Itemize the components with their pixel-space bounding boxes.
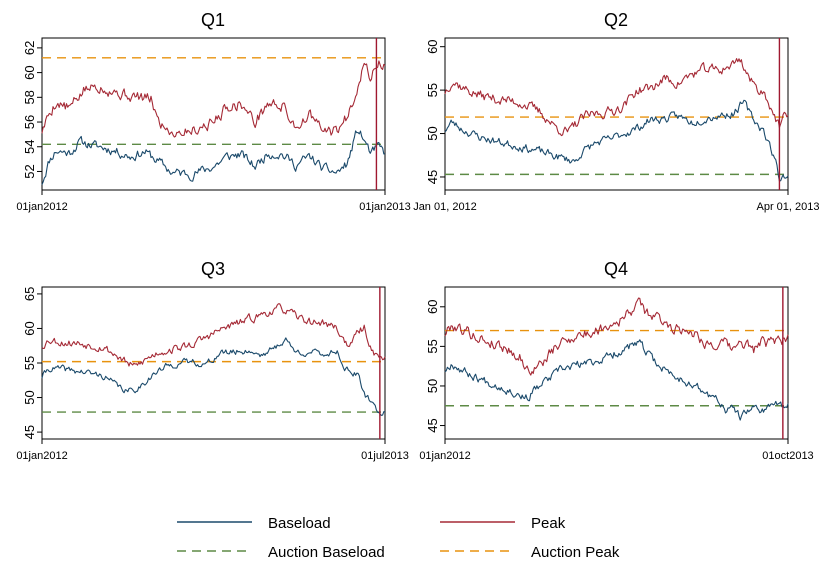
chart-panel-q2: Q2 45 50 55 60 Jan 01, 2012 Apr 01, 2013: [413, 10, 819, 213]
legend-label-auction-baseload: Auction Baseload: [268, 544, 385, 561]
y-tick-label: 45: [425, 418, 440, 432]
y-tick-label: 50: [425, 379, 440, 393]
panel-title: Q2: [604, 10, 628, 30]
y-tick-label: 60: [22, 321, 37, 335]
y-tick-label: 60: [425, 300, 440, 314]
y-tick-label: 45: [22, 425, 37, 439]
x-tick-label: 01jan2012: [419, 450, 470, 462]
chart-panel-q1: Q1 52 54 56 58 60 62 01jan2012 01jan2013: [16, 10, 410, 213]
series-line-peak: [41, 303, 386, 367]
panel-title: Q1: [201, 10, 225, 30]
y-tick-label: 55: [425, 339, 440, 353]
x-tick-label: 01jan2013: [359, 201, 410, 213]
y-tick-label: 60: [425, 39, 440, 53]
plot-area: 45 50 55 60 Jan 01, 2012 Apr 01, 2013: [413, 37, 820, 213]
y-tick-label: 54: [22, 140, 37, 154]
legend-label-auction-peak: Auction Peak: [531, 544, 620, 561]
y-tick-label: 55: [425, 83, 440, 97]
series-line-baseload: [444, 99, 789, 182]
x-tick-label: 01oct2013: [762, 450, 813, 462]
series-line-peak: [41, 60, 386, 138]
legend: Baseload Peak Auction Baseload Auction P…: [177, 515, 620, 561]
panel-title: Q4: [604, 259, 628, 279]
y-tick-label: 52: [22, 164, 37, 178]
series-line-baseload: [444, 339, 789, 421]
panel-title: Q3: [201, 259, 225, 279]
series-line-baseload: [41, 130, 386, 185]
y-tick-label: 50: [425, 126, 440, 140]
series-line-baseload: [41, 337, 386, 416]
plot-area: 52 54 56 58 60 62 01jan2012 01jan2013: [16, 37, 411, 213]
x-tick-label: Jan 01, 2012: [413, 201, 477, 213]
y-tick-label: 60: [22, 65, 37, 79]
series-line-peak: [444, 58, 789, 137]
chart-panel-q3: Q3 45 50 55 60 65 01jan2012 01jul2013: [16, 259, 409, 462]
x-tick-label: 01jul2013: [361, 450, 409, 462]
chart-panel-q4: Q4 45 50 55 60 01jan2012 01oct2013: [419, 259, 813, 462]
plot-frame: [41, 37, 386, 191]
y-tick-label: 56: [22, 115, 37, 129]
y-tick-label: 45: [425, 170, 440, 184]
y-tick-label: 50: [22, 390, 37, 404]
plot-area: 45 50 55 60 65 01jan2012 01jul2013: [16, 286, 409, 462]
plot-frame: [444, 37, 789, 191]
series-line-peak: [444, 297, 789, 376]
y-tick-label: 55: [22, 356, 37, 370]
y-tick-label: 58: [22, 90, 37, 104]
legend-label-peak: Peak: [531, 515, 566, 532]
x-tick-label: Apr 01, 2013: [757, 201, 820, 213]
y-tick-label: 65: [22, 287, 37, 301]
x-tick-label: 01jan2012: [16, 201, 67, 213]
plot-frame: [444, 286, 789, 440]
plot-area: 45 50 55 60 01jan2012 01oct2013: [419, 286, 814, 462]
legend-label-baseload: Baseload: [268, 515, 331, 532]
x-tick-label: 01jan2012: [16, 450, 67, 462]
y-tick-label: 62: [22, 41, 37, 55]
